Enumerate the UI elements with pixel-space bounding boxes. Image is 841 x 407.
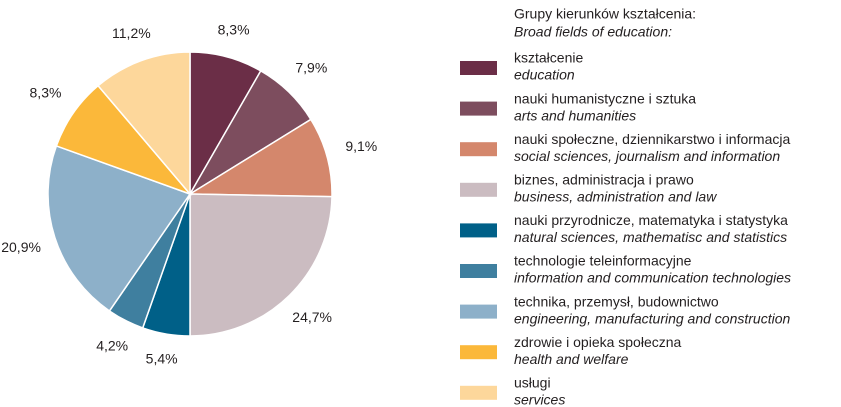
legend-label-en: information and communication technologi… <box>514 270 791 286</box>
legend-label: nauki społeczne, dziennikarstwo i inform… <box>514 131 790 147</box>
pie-slice <box>187 118 333 198</box>
legend-swatch <box>460 264 497 278</box>
legend-title: Grupy kierunków kształcenia: <box>514 6 696 22</box>
legend-swatch <box>460 142 497 157</box>
legend-label: zdrowie i opieka społeczna <box>514 334 682 350</box>
data-label: 7,9% <box>295 59 327 75</box>
legend-subtitle: Broad fields of education: <box>514 24 672 40</box>
legend-swatch <box>460 385 497 400</box>
data-label: 8,3% <box>30 84 62 100</box>
legend-label: nauki humanistyczne i sztuka <box>514 90 696 106</box>
data-label: 11,2% <box>112 25 151 41</box>
legend-swatch <box>460 223 497 238</box>
legend-swatch <box>460 182 497 197</box>
legend-label: usługi <box>514 375 551 391</box>
pie-slice <box>97 51 191 197</box>
data-label: 5,4% <box>146 350 178 366</box>
legend-label-en: health and welfare <box>514 351 629 367</box>
legend-swatch <box>460 101 497 116</box>
legend-label: technika, przemysł, budownictwo <box>514 293 719 309</box>
legend-label-en: services <box>514 392 565 407</box>
legend-label-en: engineering, manufacturing and construct… <box>514 310 791 326</box>
legend-label-en: arts and humanities <box>514 107 636 123</box>
legend-label: nauki przyrodnicze, matematyka i statyst… <box>514 212 788 228</box>
legend-label: kształcenie <box>514 50 583 66</box>
pie-slice <box>47 144 192 312</box>
legend-label: biznes, administracja i prawo <box>514 172 694 188</box>
data-label: 8,3% <box>218 21 250 37</box>
legend-label-en: natural sciences, mathematisc and statis… <box>514 229 787 245</box>
data-label: 9,1% <box>345 138 377 154</box>
legend-swatch <box>460 304 497 319</box>
legend-swatch <box>460 61 497 75</box>
legend-label-en: social sciences, journalism and informat… <box>514 148 780 164</box>
data-label: 24,7% <box>292 309 332 325</box>
data-label: 20,9% <box>1 239 41 255</box>
legend-label-en: business, administration and law <box>514 189 717 205</box>
data-label: 4,2% <box>96 337 128 353</box>
legend-label-en: education <box>514 67 575 83</box>
legend-label: technologie teleinformacyjne <box>514 253 692 269</box>
legend-swatch <box>460 345 497 360</box>
pie-slice <box>189 193 333 337</box>
